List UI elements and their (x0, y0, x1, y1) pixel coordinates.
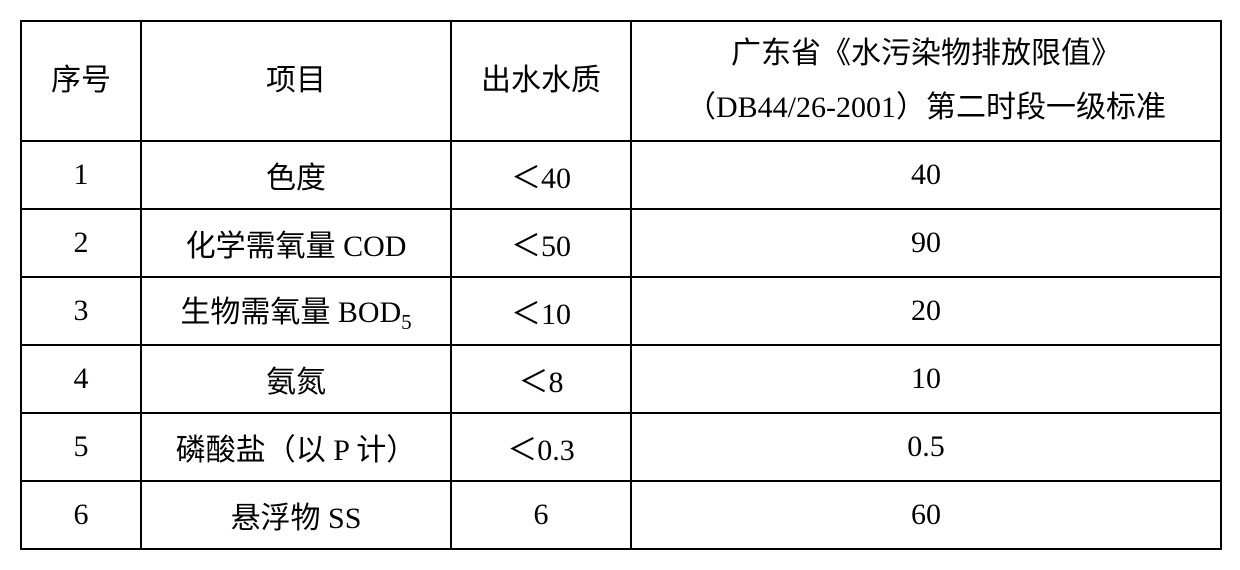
cell-standard: 90 (631, 209, 1221, 277)
cell-standard: 0.5 (631, 413, 1221, 481)
header-standard-line1: 广东省《水污染物排放限值》 (731, 37, 1121, 70)
cell-effluent: ＜50 (451, 209, 631, 277)
table-body: 1 色度 ＜40 40 2 化学需氧量 COD ＜50 90 3 生物需氧量 B… (21, 141, 1221, 549)
header-standard: 广东省《水污染物排放限值》 （DB44/26-2001）第二时段一级标准 (631, 21, 1221, 141)
header-seq: 序号 (21, 21, 141, 141)
cell-item: 化学需氧量 COD (141, 209, 451, 277)
cell-effluent: ＜10 (451, 277, 631, 345)
table-row: 1 色度 ＜40 40 (21, 141, 1221, 209)
table-row: 3 生物需氧量 BOD5 ＜10 20 (21, 277, 1221, 345)
table-row: 4 氨氮 ＜8 10 (21, 345, 1221, 413)
header-effluent: 出水水质 (451, 21, 631, 141)
cell-effluent: ＜0.3 (451, 413, 631, 481)
cell-effluent: 6 (451, 481, 631, 549)
table-header-row: 序号 项目 出水水质 广东省《水污染物排放限值》 （DB44/26-2001）第… (21, 21, 1221, 141)
cell-seq: 4 (21, 345, 141, 413)
header-standard-line2: （DB44/26-2001）第二时段一级标准 (686, 91, 1166, 124)
table-header: 序号 项目 出水水质 广东省《水污染物排放限值》 （DB44/26-2001）第… (21, 21, 1221, 141)
cell-item: 磷酸盐（以 P 计） (141, 413, 451, 481)
header-item: 项目 (141, 21, 451, 141)
cell-item-prefix: 生物需氧量 BOD (180, 296, 401, 329)
cell-item: 生物需氧量 BOD5 (141, 277, 451, 345)
cell-effluent: ＜8 (451, 345, 631, 413)
water-quality-table: 序号 项目 出水水质 广东省《水污染物排放限值》 （DB44/26-2001）第… (20, 20, 1222, 550)
cell-seq: 6 (21, 481, 141, 549)
cell-standard: 20 (631, 277, 1221, 345)
table-row: 6 悬浮物 SS 6 60 (21, 481, 1221, 549)
cell-standard: 60 (631, 481, 1221, 549)
cell-seq: 1 (21, 141, 141, 209)
cell-seq: 5 (21, 413, 141, 481)
water-quality-table-wrapper: 序号 项目 出水水质 广东省《水污染物排放限值》 （DB44/26-2001）第… (20, 20, 1220, 550)
cell-standard: 10 (631, 345, 1221, 413)
cell-seq: 2 (21, 209, 141, 277)
cell-standard: 40 (631, 141, 1221, 209)
table-row: 5 磷酸盐（以 P 计） ＜0.3 0.5 (21, 413, 1221, 481)
cell-item: 色度 (141, 141, 451, 209)
cell-item-subscript: 5 (401, 310, 412, 334)
cell-item: 悬浮物 SS (141, 481, 451, 549)
cell-effluent: ＜40 (451, 141, 631, 209)
cell-item: 氨氮 (141, 345, 451, 413)
table-row: 2 化学需氧量 COD ＜50 90 (21, 209, 1221, 277)
cell-seq: 3 (21, 277, 141, 345)
